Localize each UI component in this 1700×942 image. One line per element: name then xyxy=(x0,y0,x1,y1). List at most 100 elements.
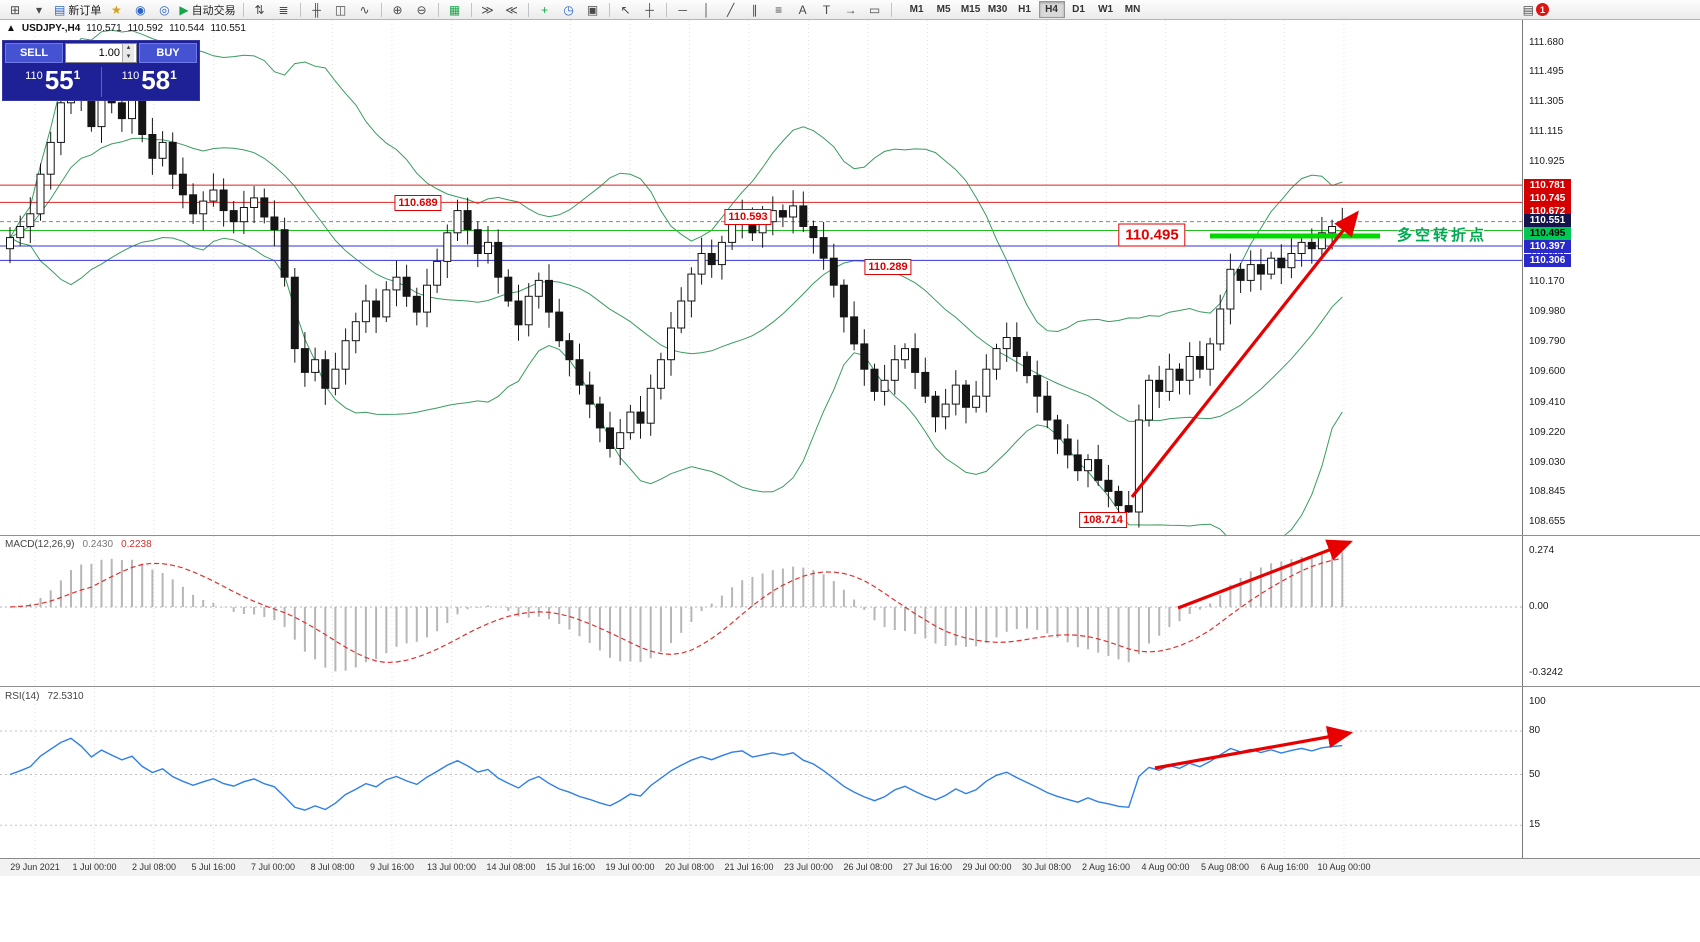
price-axis-label: 109.030 xyxy=(1529,456,1566,468)
vertical-line-icon: │ xyxy=(702,2,711,17)
macd-panel-canvas[interactable] xyxy=(0,536,1522,686)
time-axis-label: 30 Jul 08:00 xyxy=(1021,862,1072,872)
auto-scroll-button[interactable]: ≫ xyxy=(476,0,500,19)
macd-rsi-divider[interactable] xyxy=(0,686,1700,687)
line-chart-type-button[interactable]: ∿ xyxy=(353,0,377,19)
toolbar-separator xyxy=(608,2,610,17)
candle-chart-type-button[interactable]: ◫ xyxy=(329,0,353,19)
price-chart-canvas[interactable] xyxy=(0,20,1522,535)
new-order-button[interactable]: ▤ 新订单 xyxy=(51,0,104,19)
price-macd-divider[interactable] xyxy=(0,535,1700,536)
timeframe-h4-button[interactable]: H4 xyxy=(1038,1,1065,18)
new-chart-button[interactable]: ⊞ xyxy=(3,0,27,19)
timeframe-m5-button[interactable]: M5 xyxy=(936,4,951,15)
periods-button[interactable]: ◷ xyxy=(557,0,581,19)
profiles-button[interactable]: ⇅ xyxy=(248,0,272,19)
arrows-tool-icon: → xyxy=(844,2,857,17)
price-axis-label: 111.305 xyxy=(1529,96,1564,107)
tile-windows-button[interactable]: ▦ xyxy=(443,0,467,19)
ask-big-digits: 58 xyxy=(141,65,171,95)
time-axis-label: 20 Jul 08:00 xyxy=(664,862,715,872)
price-flag: 110.593 xyxy=(724,209,772,225)
alert-icon: ▤ xyxy=(1522,2,1534,17)
bid-price-display[interactable]: 110 55 1 xyxy=(7,65,99,95)
rsi-axis-label: 100 xyxy=(1529,696,1546,707)
data-window-button[interactable]: ◎ xyxy=(152,0,176,19)
bar-chart-type-icon: ╫ xyxy=(312,2,321,17)
arrows-tool-button[interactable]: → xyxy=(839,0,863,19)
crosshair-button[interactable]: ┼ xyxy=(638,0,662,19)
vertical-line-button[interactable]: │ xyxy=(695,0,719,19)
trendline-icon: ╱ xyxy=(726,2,735,17)
text-label-button[interactable]: T xyxy=(815,0,839,19)
one-click-trading-panel: SELL ▴ ▾ BUY 110 55 1 110 58 1 xyxy=(2,40,200,101)
toolbar-separator xyxy=(527,2,529,17)
lot-input[interactable] xyxy=(66,44,122,62)
bar-chart-type-button[interactable]: ╫ xyxy=(305,0,329,19)
timeframe-m30-button[interactable]: M30 xyxy=(987,4,1008,15)
toolbar-separator xyxy=(665,2,667,17)
zoom-out-icon: ⊖ xyxy=(416,2,427,17)
notifications-button[interactable]: ▤ 1 xyxy=(1520,0,1552,19)
zoom-out-button[interactable]: ⊖ xyxy=(410,0,434,19)
lot-increase-button[interactable]: ▴ xyxy=(122,44,134,53)
indicators-button[interactable]: + xyxy=(533,0,557,19)
market-watch-button[interactable]: ◉ xyxy=(128,0,152,19)
ask-price-display[interactable]: 110 58 1 xyxy=(104,65,196,95)
timeframe-h1-button[interactable]: H1 xyxy=(1018,4,1031,15)
price-axis-label: 109.410 xyxy=(1529,396,1566,408)
text-button[interactable]: A xyxy=(791,0,815,19)
object-list-button[interactable]: ≣ xyxy=(272,0,296,19)
time-axis-label: 14 Jul 08:00 xyxy=(486,862,536,872)
rsi-axis-label: 80 xyxy=(1529,725,1541,736)
time-axis-label: 2 Aug 16:00 xyxy=(1081,862,1131,872)
price-flag: 110.289 xyxy=(864,259,912,275)
price-axis-label: 109.220 xyxy=(1529,426,1566,438)
time-axis[interactable]: 29 Jun 2021 1 Jul 00:00 2 Jul 08:00 5 Jul 1… xyxy=(0,858,1700,876)
timeframe-w1-button[interactable]: W1 xyxy=(1098,4,1114,15)
periods-icon: ◷ xyxy=(563,2,574,17)
fibonacci-button[interactable]: ≡ xyxy=(767,0,791,19)
rsi-panel-canvas[interactable] xyxy=(0,688,1522,858)
rsi-axis-label: 50 xyxy=(1529,768,1541,780)
horizontal-line-button[interactable]: ─ xyxy=(671,0,695,19)
cursor-button[interactable]: ↖ xyxy=(614,0,638,19)
equidistant-channel-button[interactable]: ∥ xyxy=(743,0,767,19)
buy-button[interactable]: BUY xyxy=(139,43,197,63)
price-axis[interactable]: 111.680 111.495 111.305 111.115 110.925 110.7… xyxy=(1522,20,1700,858)
new-chart-icon: ⊞ xyxy=(9,2,21,17)
price-flag: 108.714 xyxy=(1079,512,1127,528)
macd-indicator-label: MACD(12,26,9) 0.2430 0.2238 xyxy=(5,539,152,550)
sell-button[interactable]: SELL xyxy=(5,43,63,63)
timeframe-d1-button[interactable]: D1 xyxy=(1072,4,1085,15)
symbol-label: USDJPY-,H4 xyxy=(21,23,81,34)
chart-shift-button[interactable]: ≪ xyxy=(500,0,524,19)
trendline-button[interactable]: ╱ xyxy=(719,0,743,19)
shapes-button[interactable]: ▭ xyxy=(863,0,887,19)
open-value: 110.571 xyxy=(86,23,122,34)
lot-decrease-button[interactable]: ▾ xyxy=(122,53,134,62)
ask-prefix: 110 xyxy=(121,70,140,82)
macd-axis-label: 0.274 xyxy=(1529,545,1555,557)
timeframe-m15-button[interactable]: M15 xyxy=(960,4,981,15)
bid-pipette: 1 xyxy=(73,68,81,82)
timeframe-toolbar: M1 M5 M15 M30 H1 H4 D1 W1 MN xyxy=(904,1,1146,18)
chart-list-button[interactable]: ▾ xyxy=(27,0,51,19)
auto-trading-button[interactable]: ▶ 自动交易 xyxy=(176,0,238,19)
price-tag: 110.551 xyxy=(1524,214,1571,227)
data-window-icon: ◎ xyxy=(159,2,170,17)
zoom-in-button[interactable]: ⊕ xyxy=(386,0,410,19)
timeframe-m1-button[interactable]: M1 xyxy=(909,4,924,15)
favorites-button[interactable]: ★ xyxy=(104,0,128,19)
object-list-icon: ≣ xyxy=(278,2,289,17)
time-axis-label: 15 Jul 16:00 xyxy=(545,862,596,872)
main-toolbar: ⊞ ▾ ▤ 新订单 ★ ◉ ◎ ▶ 自动交易 ⇅ ≣ ╫ ◫ ∿ ⊕ ⊖ ▦ ≫ ≪ + ◷ ▣ ↖ ┼ ─ │ ╱ ∥ ≡ A T → ▭ M1… xyxy=(0,0,1700,20)
toolbar-separator xyxy=(242,2,244,17)
toolbar-separator xyxy=(470,2,472,17)
templates-button[interactable]: ▣ xyxy=(581,0,605,19)
indicators-icon: + xyxy=(541,2,549,17)
macd-name: MACD(12,26,9) xyxy=(5,539,75,550)
timeframe-mn-button[interactable]: MN xyxy=(1124,4,1141,15)
price-flag: 110.495 xyxy=(1118,223,1186,247)
turning-point-label: 多空转折点 xyxy=(1397,227,1488,244)
